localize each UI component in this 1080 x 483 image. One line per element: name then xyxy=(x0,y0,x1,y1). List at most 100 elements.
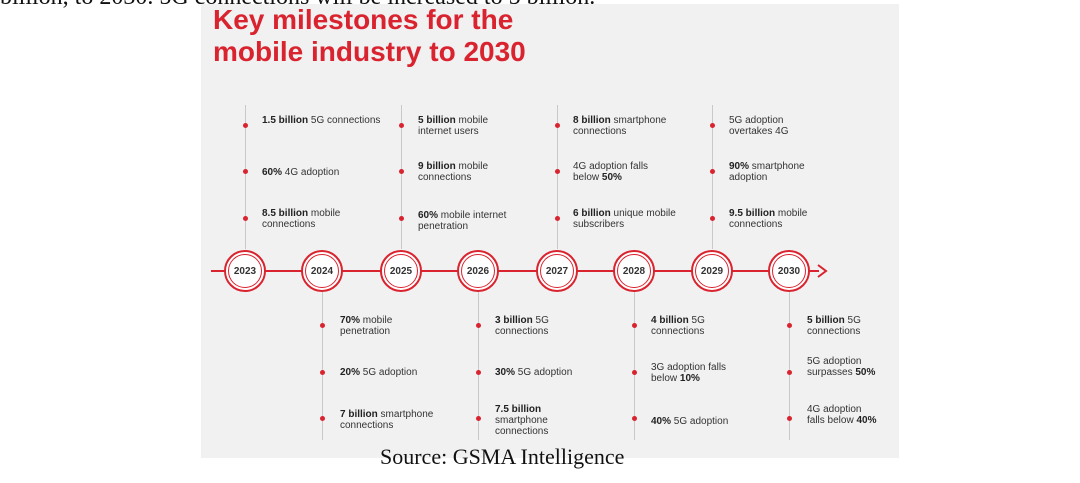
year-label: 2028 xyxy=(622,265,646,277)
milestone-dot xyxy=(555,123,560,128)
milestone-value: 8.5 billion xyxy=(262,208,309,219)
milestone-dot xyxy=(243,169,248,174)
milestone-text: mobile penetration xyxy=(340,315,393,337)
milestone-2024-2: 20% 5G adoption xyxy=(340,367,480,378)
milestone-dot xyxy=(320,370,325,375)
connector-2023 xyxy=(245,105,246,249)
milestone-text: 4G adoption falls below xyxy=(573,161,649,183)
milestone-value: 4 billion xyxy=(651,315,689,326)
milestone-value: 60% xyxy=(262,167,283,178)
infographic-panel xyxy=(201,4,899,458)
milestone-2023-1: 1.5 billion 5G connections xyxy=(262,115,402,126)
milestone-dot xyxy=(787,370,792,375)
milestone-text: 5G adoption overtakes 4G xyxy=(729,115,789,137)
milestone-dot xyxy=(399,123,404,128)
year-label: 2025 xyxy=(389,265,413,277)
milestone-2026-2: 30% 5G adoption xyxy=(495,367,635,378)
milestone-dot xyxy=(320,416,325,421)
year-label: 2024 xyxy=(310,265,334,277)
milestone-text: 4G adoption falls below xyxy=(807,404,862,426)
milestone-dot xyxy=(555,169,560,174)
milestone-2023-3: 8.5 billion mobile connections xyxy=(262,208,362,230)
milestone-text: smartphone connections xyxy=(495,415,549,437)
milestone-text: 5G connections xyxy=(807,315,861,337)
milestone-value: 1.5 billion xyxy=(262,115,309,126)
milestone-text: 5G connections xyxy=(495,315,549,337)
milestone-value: 9 billion xyxy=(418,161,456,172)
connector-2027 xyxy=(557,105,558,249)
milestone-value: 50% xyxy=(855,367,876,378)
milestone-value: 30% xyxy=(495,367,516,378)
connector-2028 xyxy=(634,292,635,440)
year-2025: 2025 xyxy=(380,250,422,292)
milestone-dot xyxy=(710,123,715,128)
title-line-2: mobile industry to 2030 xyxy=(213,36,526,67)
milestone-value: 7.5 billion xyxy=(495,404,542,415)
milestone-text: 5G adoption xyxy=(671,416,729,427)
year-2026: 2026 xyxy=(457,250,499,292)
infographic-title: Key milestones for the mobile industry t… xyxy=(213,4,633,68)
milestone-2025-1: 5 billion mobile internet users xyxy=(418,115,508,137)
milestone-value: 20% xyxy=(340,367,361,378)
milestone-dot xyxy=(320,323,325,328)
milestone-text: unique mobile subscribers xyxy=(573,208,676,230)
milestone-value: 90% xyxy=(729,161,750,172)
year-2023: 2023 xyxy=(224,250,266,292)
milestone-2030-2: 5G adoption surpasses 50% xyxy=(807,356,877,378)
milestone-dot xyxy=(399,169,404,174)
milestone-text: 3G adoption falls below xyxy=(651,362,727,384)
connector-2025 xyxy=(401,105,402,249)
milestone-value: 70% xyxy=(340,315,361,326)
milestone-value: 8 billion xyxy=(573,115,611,126)
milestone-2030-1: 5 billion 5G connections xyxy=(807,315,882,337)
milestone-dot xyxy=(243,216,248,221)
milestone-2024-3: 7 billion smartphone connections xyxy=(340,409,458,431)
milestone-text: 4G adoption xyxy=(282,167,340,178)
milestone-2028-2: 3G adoption falls below 10% xyxy=(651,362,751,384)
milestone-dot xyxy=(710,216,715,221)
year-2030: 2030 xyxy=(768,250,810,292)
milestone-2028-3: 40% 5G adoption xyxy=(651,416,791,427)
milestone-text: 5G connections xyxy=(651,315,705,337)
milestone-text: smartphone connections xyxy=(340,409,434,431)
milestone-value: 6 billion xyxy=(573,208,611,219)
connector-2024 xyxy=(322,292,323,440)
milestone-value: 50% xyxy=(601,172,622,183)
milestone-value: 7 billion xyxy=(340,409,378,420)
year-2029: 2029 xyxy=(691,250,733,292)
timeline-axis xyxy=(211,270,819,272)
milestone-text: 5G adoption surpasses xyxy=(807,356,862,378)
milestone-2027-3: 6 billion unique mobile subscribers xyxy=(573,208,678,230)
milestone-dot xyxy=(476,416,481,421)
title-line-1: Key milestones for the xyxy=(213,4,514,35)
milestone-text: mobile connections xyxy=(729,208,808,230)
milestone-dot xyxy=(399,216,404,221)
milestone-dot xyxy=(632,323,637,328)
milestone-text: smartphone adoption xyxy=(729,161,805,183)
milestone-2024-1: 70% mobile penetration xyxy=(340,315,415,337)
source-caption: Source: GSMA Intelligence xyxy=(380,444,625,469)
milestone-value: 60% xyxy=(418,210,439,221)
milestone-2029-2: 90% smartphone adoption xyxy=(729,161,829,183)
milestone-2028-1: 4 billion 5G connections xyxy=(651,315,726,337)
milestone-text: mobile internet users xyxy=(418,115,489,137)
milestone-dot xyxy=(632,416,637,421)
milestone-text: smartphone connections xyxy=(573,115,667,137)
year-2028: 2028 xyxy=(613,250,655,292)
milestone-2029-1: 5G adoption overtakes 4G xyxy=(729,115,809,137)
year-label: 2029 xyxy=(700,265,724,277)
arrow-right-icon xyxy=(817,264,828,278)
milestone-value: 9.5 billion xyxy=(729,208,776,219)
milestone-dot xyxy=(243,123,248,128)
milestone-dot xyxy=(787,416,792,421)
milestone-text: mobile connections xyxy=(262,208,341,230)
milestone-dot xyxy=(476,323,481,328)
milestone-2025-2: 9 billion mobile connections xyxy=(418,161,508,183)
milestone-2027-2: 4G adoption falls below 50% xyxy=(573,161,673,183)
milestone-value: 5 billion xyxy=(418,115,456,126)
milestone-dot xyxy=(632,370,637,375)
milestone-2029-3: 9.5 billion mobile connections xyxy=(729,208,829,230)
milestone-text: mobile connections xyxy=(418,161,489,183)
year-label: 2026 xyxy=(466,265,490,277)
milestone-text: mobile internet penetration xyxy=(418,210,507,232)
